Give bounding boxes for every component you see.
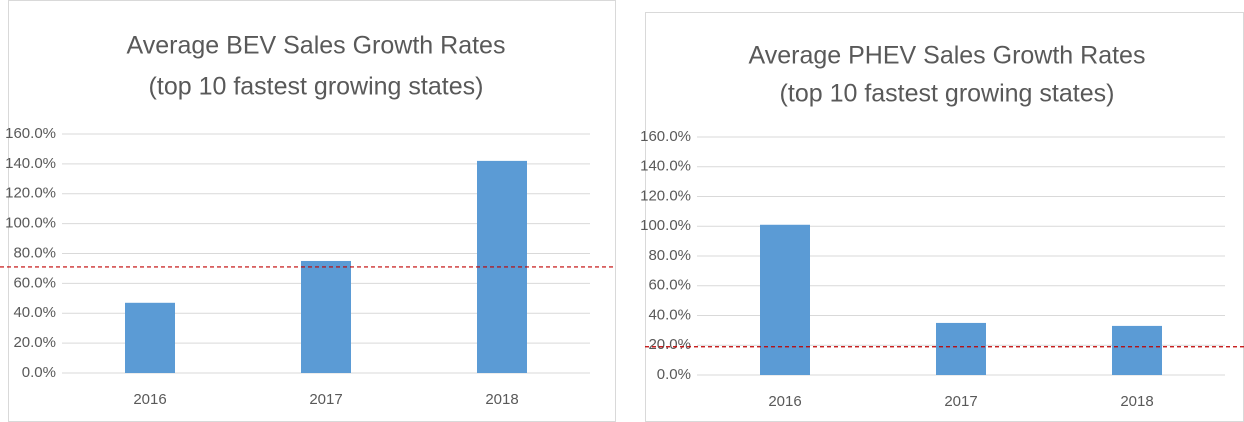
chart-subtitle: (top 10 fastest growing states) [780, 80, 1115, 108]
bar [936, 322, 986, 375]
y-tick-label: 120.0% [640, 187, 691, 204]
bar [1112, 325, 1162, 375]
chart-title: Average BEV Sales Growth Rates [127, 32, 506, 60]
y-tick-label: 100.0% [640, 217, 691, 234]
y-tick-label: 80.0% [13, 244, 56, 261]
y-tick-label: 160.0% [640, 128, 691, 145]
y-tick-label: 0.0% [22, 364, 56, 381]
y-tick-label: 120.0% [5, 185, 56, 202]
chart-subtitle: (top 10 fastest growing states) [149, 73, 484, 101]
y-tick-label: 80.0% [648, 247, 691, 264]
y-tick-label: 40.0% [648, 306, 691, 323]
x-tick-label: 2018 [1120, 393, 1153, 410]
x-tick-label: 2017 [309, 391, 342, 408]
y-tick-label: 0.0% [657, 366, 691, 383]
bar [301, 260, 351, 373]
y-tick-label: 40.0% [13, 304, 56, 321]
y-tick-label: 160.0% [5, 125, 56, 142]
x-tick-label: 2016 [133, 391, 166, 408]
y-tick-label: 20.0% [13, 334, 56, 351]
chart-title: Average PHEV Sales Growth Rates [749, 42, 1146, 70]
y-tick-label: 60.0% [648, 277, 691, 294]
y-tick-label: 140.0% [5, 155, 56, 172]
x-tick-label: 2018 [485, 391, 518, 408]
bar [760, 224, 810, 375]
x-tick-label: 2016 [768, 393, 801, 410]
y-tick-label: 20.0% [648, 336, 691, 353]
y-tick-label: 60.0% [13, 274, 56, 291]
x-tick-label: 2017 [944, 393, 977, 410]
y-tick-label: 100.0% [5, 215, 56, 232]
y-tick-label: 140.0% [640, 158, 691, 175]
bar [125, 302, 175, 373]
